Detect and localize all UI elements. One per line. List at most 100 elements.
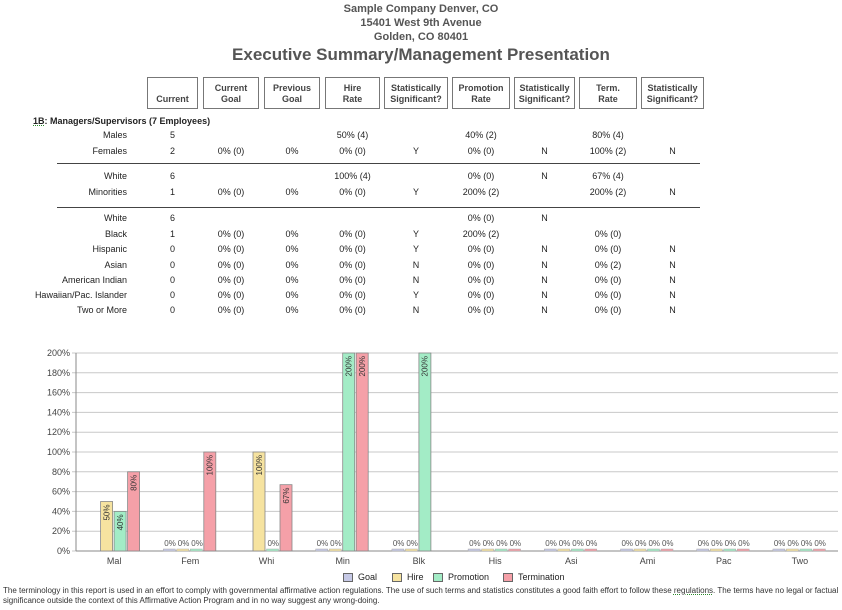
x-tick-label: Whi: [259, 556, 275, 566]
row-label: Black: [104, 229, 127, 239]
column-header-line-2: Significant?: [646, 94, 699, 104]
data-label: 67%: [282, 488, 291, 504]
table-cell: 1: [169, 229, 175, 239]
y-tick-label: 60%: [52, 487, 70, 497]
table-cell: 5: [169, 130, 175, 140]
bar-hire: [633, 548, 647, 552]
column-header-line-1: Current: [214, 83, 248, 93]
table-cell: N: [541, 171, 548, 181]
address-line-1: 15401 West 9th Avenue: [360, 17, 482, 29]
x-tick-label: Two: [792, 556, 809, 566]
bar-promotion: [190, 548, 203, 552]
legend-item: Promotion: [433, 572, 489, 582]
table-cell: 0% (0): [339, 275, 366, 285]
data-label: 0%: [178, 539, 190, 548]
column-header-line-1: Statistically: [647, 83, 698, 93]
section-code: 1B: [33, 116, 45, 126]
bar-goal: [467, 548, 481, 552]
bar-goal: [544, 548, 557, 552]
table-cell: N: [412, 305, 420, 315]
data-label: 0%: [698, 539, 710, 548]
bar-hire: [481, 548, 494, 552]
x-tick-label: Asi: [565, 556, 578, 566]
table-cell: Y: [412, 244, 419, 254]
row-label: Hispanic: [92, 244, 127, 254]
table-cell: 0% (0): [467, 244, 495, 254]
table-cell: 0%: [285, 305, 299, 315]
bar-goal: [391, 548, 405, 552]
column-header: Hire Rate: [325, 77, 380, 109]
table-cell: 0%: [285, 187, 299, 197]
bar-hire: [328, 548, 342, 552]
bar-promotion: [418, 352, 432, 552]
report-title: Executive Summary/Management Presentatio…: [232, 45, 610, 64]
column-header-line-2: Rate: [342, 94, 363, 104]
table-cell: 0% (0): [217, 275, 245, 285]
table-cell: 0% (0): [217, 229, 245, 239]
legend-swatch: [433, 572, 443, 582]
table-cell: N: [412, 275, 420, 285]
table-cell: 0: [169, 244, 175, 254]
column-header-line-1: Statistically: [390, 83, 442, 93]
table-cell: 0% (0): [339, 244, 366, 254]
data-label: 0%: [725, 539, 737, 548]
table-cell: 0% (0): [594, 244, 622, 254]
data-label: 200%: [421, 356, 430, 376]
data-label: 0%: [393, 539, 405, 548]
legend-item: Termination: [503, 572, 565, 582]
table-cell: 0% (0): [467, 305, 495, 315]
row-label: Males: [102, 130, 127, 140]
table-cell: 0: [169, 305, 175, 315]
column-header-line-2: Rate: [471, 94, 491, 104]
data-label: 0%: [814, 539, 826, 548]
column-header-line-1: Term.: [596, 83, 620, 93]
data-label: 0%: [801, 539, 813, 548]
bar-termination: [279, 484, 293, 552]
x-tick-label: Mal: [107, 556, 122, 566]
bar-termination: [813, 548, 826, 552]
y-tick-label: 0%: [57, 546, 70, 556]
column-header-line-2: Goal: [220, 94, 241, 104]
table-cell: 0% (0): [339, 187, 366, 197]
data-label: 0%: [545, 539, 557, 548]
table-cell: 0%: [285, 275, 299, 285]
bar-termination: [660, 548, 674, 552]
table-cell: 0% (0): [217, 187, 245, 197]
table-cell: N: [541, 260, 548, 270]
legend-item: Hire: [392, 572, 424, 582]
bar-hire: [100, 501, 113, 552]
table-cell: 0% (0): [217, 260, 245, 270]
table-cell: N: [669, 275, 676, 285]
table-cell: N: [669, 305, 676, 315]
column-header-line-1: Previous: [272, 83, 312, 93]
data-label: 0%: [330, 539, 342, 548]
data-label: 0%: [164, 539, 176, 548]
data-label: 0%: [572, 539, 584, 548]
data-label: 200%: [344, 356, 353, 376]
bar-promotion: [799, 548, 813, 552]
table-cell: N: [541, 244, 548, 254]
column-header-line-2: Significant?: [390, 94, 442, 104]
table-cell: 0% (0): [467, 290, 495, 300]
table-cell: 0% (0): [217, 146, 245, 156]
table-cell: 200% (2): [462, 187, 500, 197]
legend-item: Goal: [343, 572, 377, 582]
table-cell: 0% (0): [467, 260, 495, 270]
bar-promotion: [571, 548, 584, 552]
x-tick-label: Min: [335, 556, 350, 566]
table-cell: 0%: [285, 290, 299, 300]
table-cell: Y: [412, 229, 419, 239]
data-label: 0%: [586, 539, 598, 548]
table-cell: 0% (0): [594, 305, 622, 315]
y-tick-label: 160%: [47, 388, 70, 398]
table-cell: 0% (0): [467, 213, 495, 223]
bar-hire: [709, 548, 723, 552]
column-header: Statistically Significant?: [514, 77, 575, 109]
data-label: 0%: [483, 539, 495, 548]
bar-termination: [736, 548, 750, 552]
table-cell: 0: [169, 260, 175, 270]
table-cell: 200% (2): [462, 229, 500, 239]
y-tick-label: 20%: [52, 526, 70, 536]
address-line-2: Golden, CO 80401: [373, 31, 469, 43]
y-tick-label: 80%: [52, 467, 70, 477]
